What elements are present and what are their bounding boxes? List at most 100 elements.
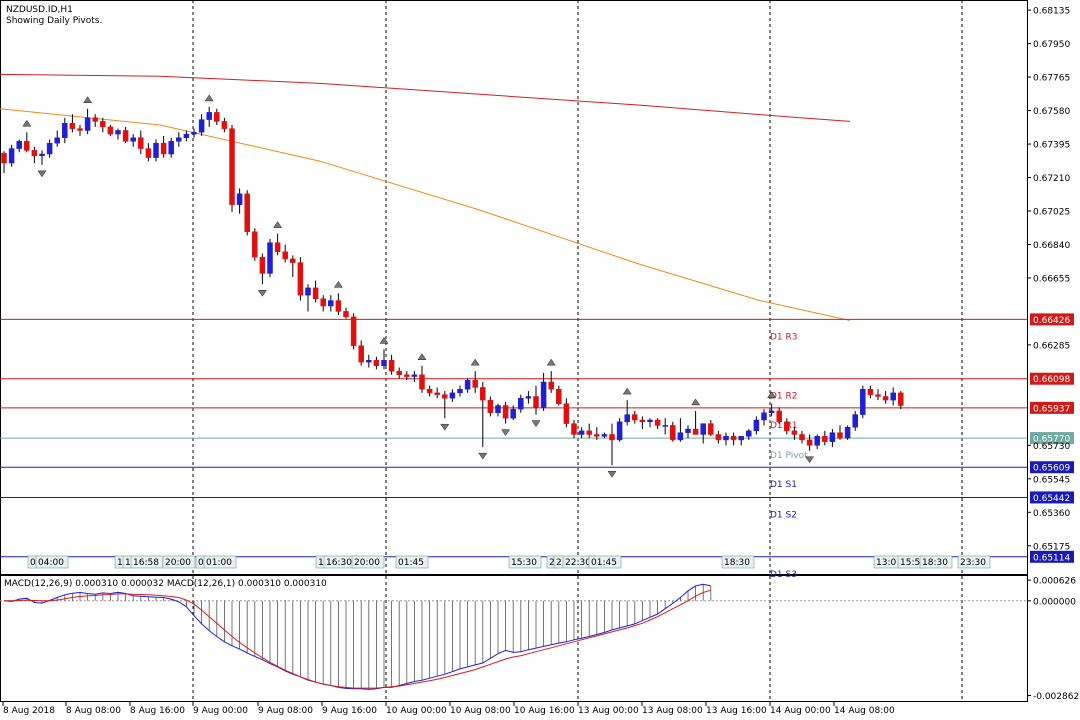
macd-title: MACD(12,26,9) 0.000310 0.000032 MACD(12,… <box>4 579 327 589</box>
price-tag-label: 0.66098 <box>1033 375 1070 385</box>
candle-body <box>335 300 342 312</box>
time-label: 8 Aug 08:00 <box>66 706 121 716</box>
macd-panel: MACD(12,26,9) 0.000310 0.000032 MACD(12,… <box>0 579 1027 690</box>
price-tick-label: 0.67765 <box>1033 74 1070 84</box>
candle-body <box>601 434 608 437</box>
session-tag: 18:30 <box>922 558 948 568</box>
candle-body <box>312 287 319 300</box>
price-tag-label: 0.65770 <box>1033 435 1070 445</box>
candle-body <box>510 408 516 419</box>
price-tick-label: 0.65175 <box>1033 542 1070 552</box>
price-tag-label: 0.65442 <box>1033 494 1070 504</box>
candle-body <box>198 119 205 133</box>
pivot-level-name: D1 S3 <box>770 570 797 580</box>
session-tag-bg <box>35 555 69 569</box>
candle-body <box>502 405 509 419</box>
candle-body <box>442 394 448 399</box>
candle-body <box>8 148 15 164</box>
candle-body <box>107 126 114 135</box>
candle-body <box>852 414 858 428</box>
time-label: 14 Aug 08:00 <box>834 706 895 716</box>
macd-tick-label: 0.000000 <box>1033 597 1076 607</box>
pivot-level-name: D1 S1 <box>770 480 797 490</box>
ma-line-slow <box>0 73 851 122</box>
candle-body <box>145 148 152 158</box>
price-tick-label: 0.66655 <box>1033 274 1070 284</box>
candle-body <box>806 439 813 446</box>
candle-body <box>814 436 820 446</box>
candle-body <box>62 122 68 138</box>
session-tag: 18:30 <box>724 558 750 568</box>
time-label: 10 Aug 08:00 <box>450 706 511 716</box>
candle-body <box>46 142 53 155</box>
session-tag: 23:30 <box>960 558 986 568</box>
candle-body <box>214 112 220 122</box>
candle-body <box>259 256 266 274</box>
candle-body <box>69 122 76 129</box>
candle-body <box>434 392 440 395</box>
candle-body <box>229 128 235 205</box>
candle-body <box>77 128 83 131</box>
candle-body <box>518 398 524 410</box>
price-tag-bg <box>1030 461 1074 474</box>
price-tick-label: 0.65730 <box>1033 442 1070 452</box>
session-tag: 01:45 <box>591 558 617 568</box>
session-tag: 13:0 <box>876 558 896 568</box>
price-tag-label: 0.65937 <box>1033 404 1070 414</box>
chart-frame <box>0 0 1028 702</box>
candle-body <box>419 374 425 390</box>
candle-body <box>388 360 395 372</box>
candle-body <box>533 396 539 408</box>
candle-body <box>700 423 706 435</box>
candle-body <box>411 374 418 377</box>
down-fractal-arrow <box>37 170 47 178</box>
macd-pane-border <box>0 575 1028 702</box>
price-tag-label: 0.66426 <box>1033 316 1070 326</box>
candle-body <box>404 374 410 377</box>
candle-body <box>487 399 494 414</box>
time-label: 9 Aug 16:00 <box>322 706 377 716</box>
session-tag: 0 <box>198 558 204 568</box>
candle-body <box>426 388 433 394</box>
candle-body <box>898 392 904 406</box>
candle-body <box>358 345 364 363</box>
time-label: 14 Aug 00:00 <box>770 706 831 716</box>
down-fractal-arrow <box>805 456 815 464</box>
macd-signal-line <box>4 589 711 689</box>
axes: 0.66426 0.66098 0.65937 0.65770 0.65609 0.654… <box>2 7 1079 716</box>
candle-body <box>464 379 471 390</box>
candle-body <box>267 242 273 274</box>
candle-body <box>31 150 38 157</box>
macd-main-line <box>3 583 711 690</box>
candles[interactable] <box>1 106 904 466</box>
price-tick-label: 0.67210 <box>1033 174 1070 184</box>
down-fractal-arrow <box>478 452 488 460</box>
candle-body <box>715 434 722 441</box>
candle-body <box>563 403 570 424</box>
session-tag-bg <box>351 555 385 569</box>
time-label: 13 Aug 00:00 <box>578 706 639 716</box>
down-fractal-arrow <box>257 290 267 297</box>
up-fractal-arrow <box>546 358 556 366</box>
price-tick-label: 0.67395 <box>1033 141 1070 151</box>
session-tag: 01:00 <box>206 558 232 568</box>
candle-body <box>525 396 532 399</box>
session-tag-bg <box>957 555 991 569</box>
candle-body <box>54 137 60 144</box>
symbol-label: NZDUSD.ID,H1 <box>6 5 73 15</box>
pivot-level-name: D1 Pivot <box>770 451 808 461</box>
price-tick-label: 0.66840 <box>1033 241 1070 251</box>
candle-body <box>39 153 45 157</box>
price-tick-label: 0.68135 <box>1033 7 1070 17</box>
up-fractal-arrow <box>273 221 283 228</box>
time-label: 13 Aug 08:00 <box>642 706 703 716</box>
candle-body <box>480 387 486 401</box>
candle-body <box>92 117 98 122</box>
price-tag-label: 0.65114 <box>1033 553 1070 563</box>
session-tag-bg <box>395 555 429 569</box>
candle-body <box>366 360 372 363</box>
session-tag: 20:00 <box>354 558 380 568</box>
candle-body <box>791 430 798 435</box>
time-label: 10 Aug 16:00 <box>514 706 575 716</box>
